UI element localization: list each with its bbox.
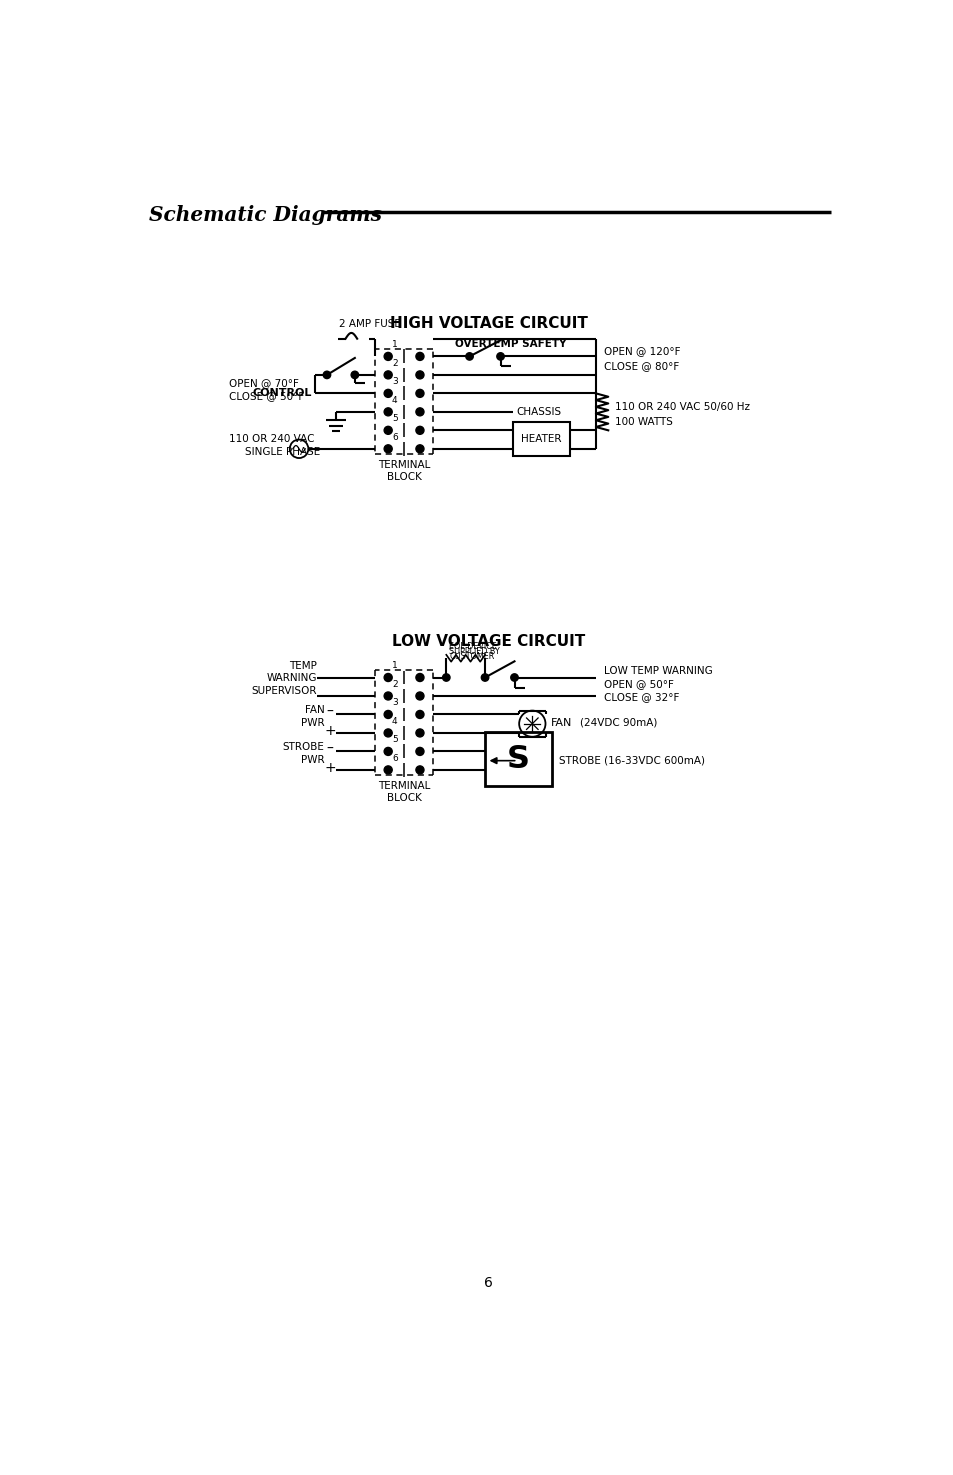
Circle shape: [384, 370, 392, 379]
Text: TERMINAL: TERMINAL: [377, 780, 430, 791]
Text: 110 OR 240 VAC 50/60 Hz: 110 OR 240 VAC 50/60 Hz: [615, 403, 749, 412]
Text: +: +: [324, 761, 335, 774]
Text: 2: 2: [392, 680, 397, 689]
Text: LOW TEMP WARNING: LOW TEMP WARNING: [603, 667, 712, 677]
Circle shape: [442, 674, 450, 681]
Circle shape: [497, 353, 504, 360]
Text: TEMP: TEMP: [289, 661, 316, 671]
Text: CUSTOMER: CUSTOMER: [449, 652, 495, 661]
Text: OVERTEMP SAFETY: OVERTEMP SAFETY: [455, 339, 566, 348]
Text: 2 AMP FUSE: 2 AMP FUSE: [339, 319, 401, 329]
Text: LOW VOLTAGE CIRCUIT: LOW VOLTAGE CIRCUIT: [392, 634, 585, 649]
Text: OPEN @ 50°F: OPEN @ 50°F: [603, 680, 673, 689]
Text: CLOSE @ 80°F: CLOSE @ 80°F: [603, 361, 679, 370]
Text: 6: 6: [392, 754, 397, 763]
Circle shape: [416, 353, 423, 360]
Circle shape: [384, 766, 392, 774]
Text: +: +: [324, 724, 335, 738]
Bar: [513, 422, 570, 456]
Bar: [484, 732, 551, 786]
Text: EOL DEVICE: EOL DEVICE: [449, 642, 497, 650]
Text: 110 OR 240 VAC: 110 OR 240 VAC: [229, 434, 314, 444]
Text: –: –: [326, 742, 334, 757]
Text: BLOCK: BLOCK: [386, 794, 421, 802]
Circle shape: [384, 389, 392, 397]
Text: CLOSE @ 50°F: CLOSE @ 50°F: [229, 391, 304, 401]
Circle shape: [416, 729, 423, 738]
Text: STROBE (16-33VDC 600mA): STROBE (16-33VDC 600mA): [558, 755, 704, 766]
Text: FAN: FAN: [305, 705, 324, 715]
Text: OPEN @ 70°F: OPEN @ 70°F: [229, 379, 299, 388]
Text: CHASSIS: CHASSIS: [517, 407, 561, 417]
Text: TERMINAL: TERMINAL: [377, 460, 430, 469]
Text: 3: 3: [392, 698, 397, 708]
Circle shape: [481, 674, 488, 681]
Circle shape: [465, 353, 473, 360]
Circle shape: [416, 766, 423, 774]
Text: 2: 2: [392, 358, 397, 367]
Circle shape: [384, 426, 392, 434]
Circle shape: [384, 674, 392, 681]
Text: 1: 1: [392, 661, 397, 671]
Circle shape: [384, 711, 392, 718]
Text: 3: 3: [392, 378, 397, 386]
Circle shape: [384, 353, 392, 360]
Circle shape: [510, 674, 517, 681]
Text: OPEN @ 120°F: OPEN @ 120°F: [603, 347, 679, 355]
Text: HIGH VOLTAGE CIRCUIT: HIGH VOLTAGE CIRCUIT: [390, 316, 587, 330]
Text: 4: 4: [392, 395, 397, 404]
Circle shape: [384, 748, 392, 755]
Circle shape: [351, 372, 358, 379]
Text: –: –: [326, 705, 334, 720]
Circle shape: [384, 692, 392, 701]
Text: SINGLE PHASE: SINGLE PHASE: [245, 447, 319, 457]
Text: PWR: PWR: [301, 755, 324, 766]
Circle shape: [416, 409, 423, 416]
Text: 1: 1: [392, 341, 397, 350]
Text: PWR: PWR: [301, 718, 324, 729]
Circle shape: [416, 711, 423, 718]
Text: (24VDC 90mA): (24VDC 90mA): [579, 718, 657, 729]
Circle shape: [323, 372, 331, 379]
Circle shape: [416, 426, 423, 434]
Text: 5: 5: [392, 414, 397, 423]
Text: SUPPLIED BY: SUPPLIED BY: [449, 648, 499, 656]
Text: CLOSE @ 32°F: CLOSE @ 32°F: [603, 693, 679, 702]
Text: SUPERVISOR: SUPERVISOR: [251, 686, 316, 696]
Circle shape: [384, 729, 392, 738]
Circle shape: [384, 409, 392, 416]
Circle shape: [416, 370, 423, 379]
Text: CONTROL: CONTROL: [252, 388, 311, 398]
Text: BLOCK: BLOCK: [386, 472, 421, 482]
Text: 4: 4: [392, 717, 397, 726]
Text: HEATER: HEATER: [521, 434, 561, 444]
Text: FAN: FAN: [550, 718, 572, 729]
Text: WARNING: WARNING: [266, 673, 316, 683]
Circle shape: [384, 445, 392, 453]
Circle shape: [416, 389, 423, 397]
Text: STROBE: STROBE: [282, 742, 324, 752]
Circle shape: [416, 748, 423, 755]
Circle shape: [416, 445, 423, 453]
Text: Schematic Diagrams: Schematic Diagrams: [149, 205, 381, 226]
Text: 5: 5: [392, 736, 397, 745]
Text: 100 WATTS: 100 WATTS: [615, 417, 673, 426]
Circle shape: [416, 674, 423, 681]
Circle shape: [416, 692, 423, 701]
Text: 6: 6: [484, 1276, 493, 1291]
Text: S: S: [506, 743, 529, 774]
Text: 6: 6: [392, 432, 397, 441]
